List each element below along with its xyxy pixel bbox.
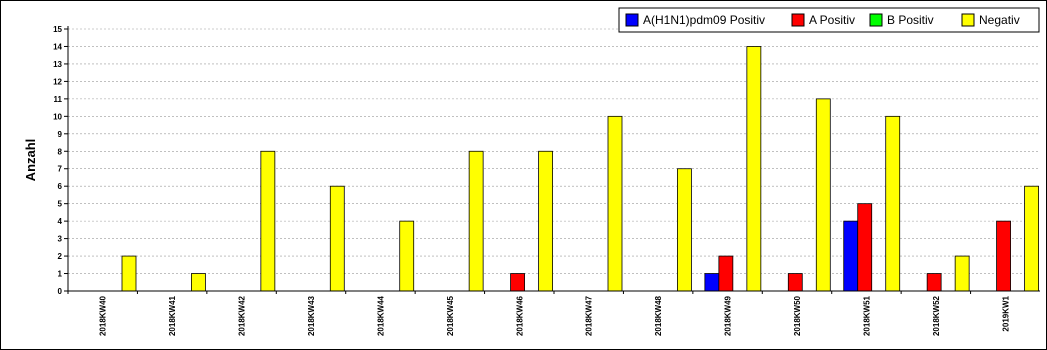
bar-negativ-2018kw51	[885, 115, 901, 292]
legend-swatch	[961, 13, 975, 27]
y-tick-label: 11	[54, 95, 63, 104]
y-tick-label: 4	[58, 217, 63, 226]
bar-negativ-2018kw42	[260, 150, 276, 292]
bars	[121, 46, 1039, 292]
y-tick-label: 8	[58, 147, 63, 156]
legend-label: A Positiv	[809, 13, 855, 27]
bar-a-positiv-2018kw51	[857, 203, 873, 292]
legend-swatch	[791, 13, 805, 27]
bar-a-h1n1-pdm09-positiv-2018kw49	[704, 273, 720, 292]
bar-negativ-2018kw40	[121, 255, 137, 292]
legend: A(H1N1)pdm09 Positiv A Positiv B Positiv Ne…	[618, 7, 1040, 33]
y-axis-label: Anzahl	[23, 139, 38, 182]
y-tick-label: 0	[58, 287, 63, 296]
y-tick-label: 3	[58, 235, 63, 244]
x-tick-label: 2018KW42	[238, 295, 247, 336]
x-tick-label: 2018KW41	[168, 295, 177, 336]
bar-a-positiv-2018kw46	[510, 273, 525, 292]
y-tick-label: 15	[53, 25, 62, 34]
x-tick-label: 2018KW46	[515, 295, 524, 336]
bar-negativ-2018kw41	[191, 273, 206, 292]
y-tick-label: 1	[58, 270, 63, 279]
bar-a-positiv-2018kw52	[926, 273, 942, 292]
y-tick-label: 12	[53, 77, 62, 86]
y-tick-label: 10	[53, 112, 62, 121]
x-tick-label: 2018KW49	[724, 295, 733, 336]
bar-negativ-2018kw49	[746, 46, 762, 292]
y-tick-label: 13	[53, 60, 62, 69]
y-tick-label: 9	[58, 130, 63, 139]
x-tick-label: 2018KW48	[654, 295, 663, 336]
y-tick-label: 2	[58, 252, 63, 261]
bar-negativ-2018kw44	[399, 220, 415, 292]
x-tick-label: 2018KW44	[376, 295, 385, 336]
y-tick-label: 5	[58, 200, 63, 209]
bar-negativ-2018kw45	[468, 150, 484, 292]
bar-negativ-2018kw46	[538, 150, 553, 292]
legend-swatch	[869, 13, 883, 27]
bar-negativ-2018kw47	[607, 115, 623, 292]
bar-a-positiv-2019kw1	[996, 220, 1011, 292]
legend-swatch	[625, 13, 639, 27]
x-tick-label: 2018KW40	[99, 295, 108, 336]
gridlines	[68, 28, 1040, 274]
y-tick-label: 6	[58, 182, 63, 191]
y-tick-label: 7	[58, 165, 63, 174]
bar-a-positiv-2018kw50	[787, 273, 803, 292]
bar-a-positiv-2018kw49	[718, 255, 734, 292]
x-tick-labels: 2018KW40 2018KW41 2018KW42 2018KW43 2018KW44…	[99, 295, 1011, 336]
legend-label: A(H1N1)pdm09 Positiv	[643, 13, 765, 27]
y-tick-label: 14	[53, 42, 62, 51]
x-tick-label: 2018KW52	[932, 295, 941, 336]
x-tick-label: 2018KW51	[862, 295, 871, 336]
legend-label: Negativ	[979, 13, 1020, 27]
bar-a-h1n1-pdm09-positiv-2018kw51	[843, 220, 859, 292]
bar-negativ-2019kw1	[1024, 185, 1039, 292]
x-tick-label: 2018KW45	[446, 295, 455, 336]
x-tick-label: 2018KW43	[307, 295, 316, 336]
bar-negativ-2018kw48	[677, 168, 692, 292]
bar-negativ-2018kw50	[815, 98, 831, 292]
bar-negativ-2018kw43	[329, 185, 345, 292]
x-tick-label: 2018KW50	[793, 295, 802, 336]
x-tick-label: 2019KW1	[1001, 295, 1010, 331]
bar-negativ-2018kw52	[954, 255, 970, 292]
x-tick-label: 2018KW47	[585, 295, 594, 336]
legend-label: B Positiv	[887, 13, 934, 27]
axes	[64, 26, 1040, 294]
